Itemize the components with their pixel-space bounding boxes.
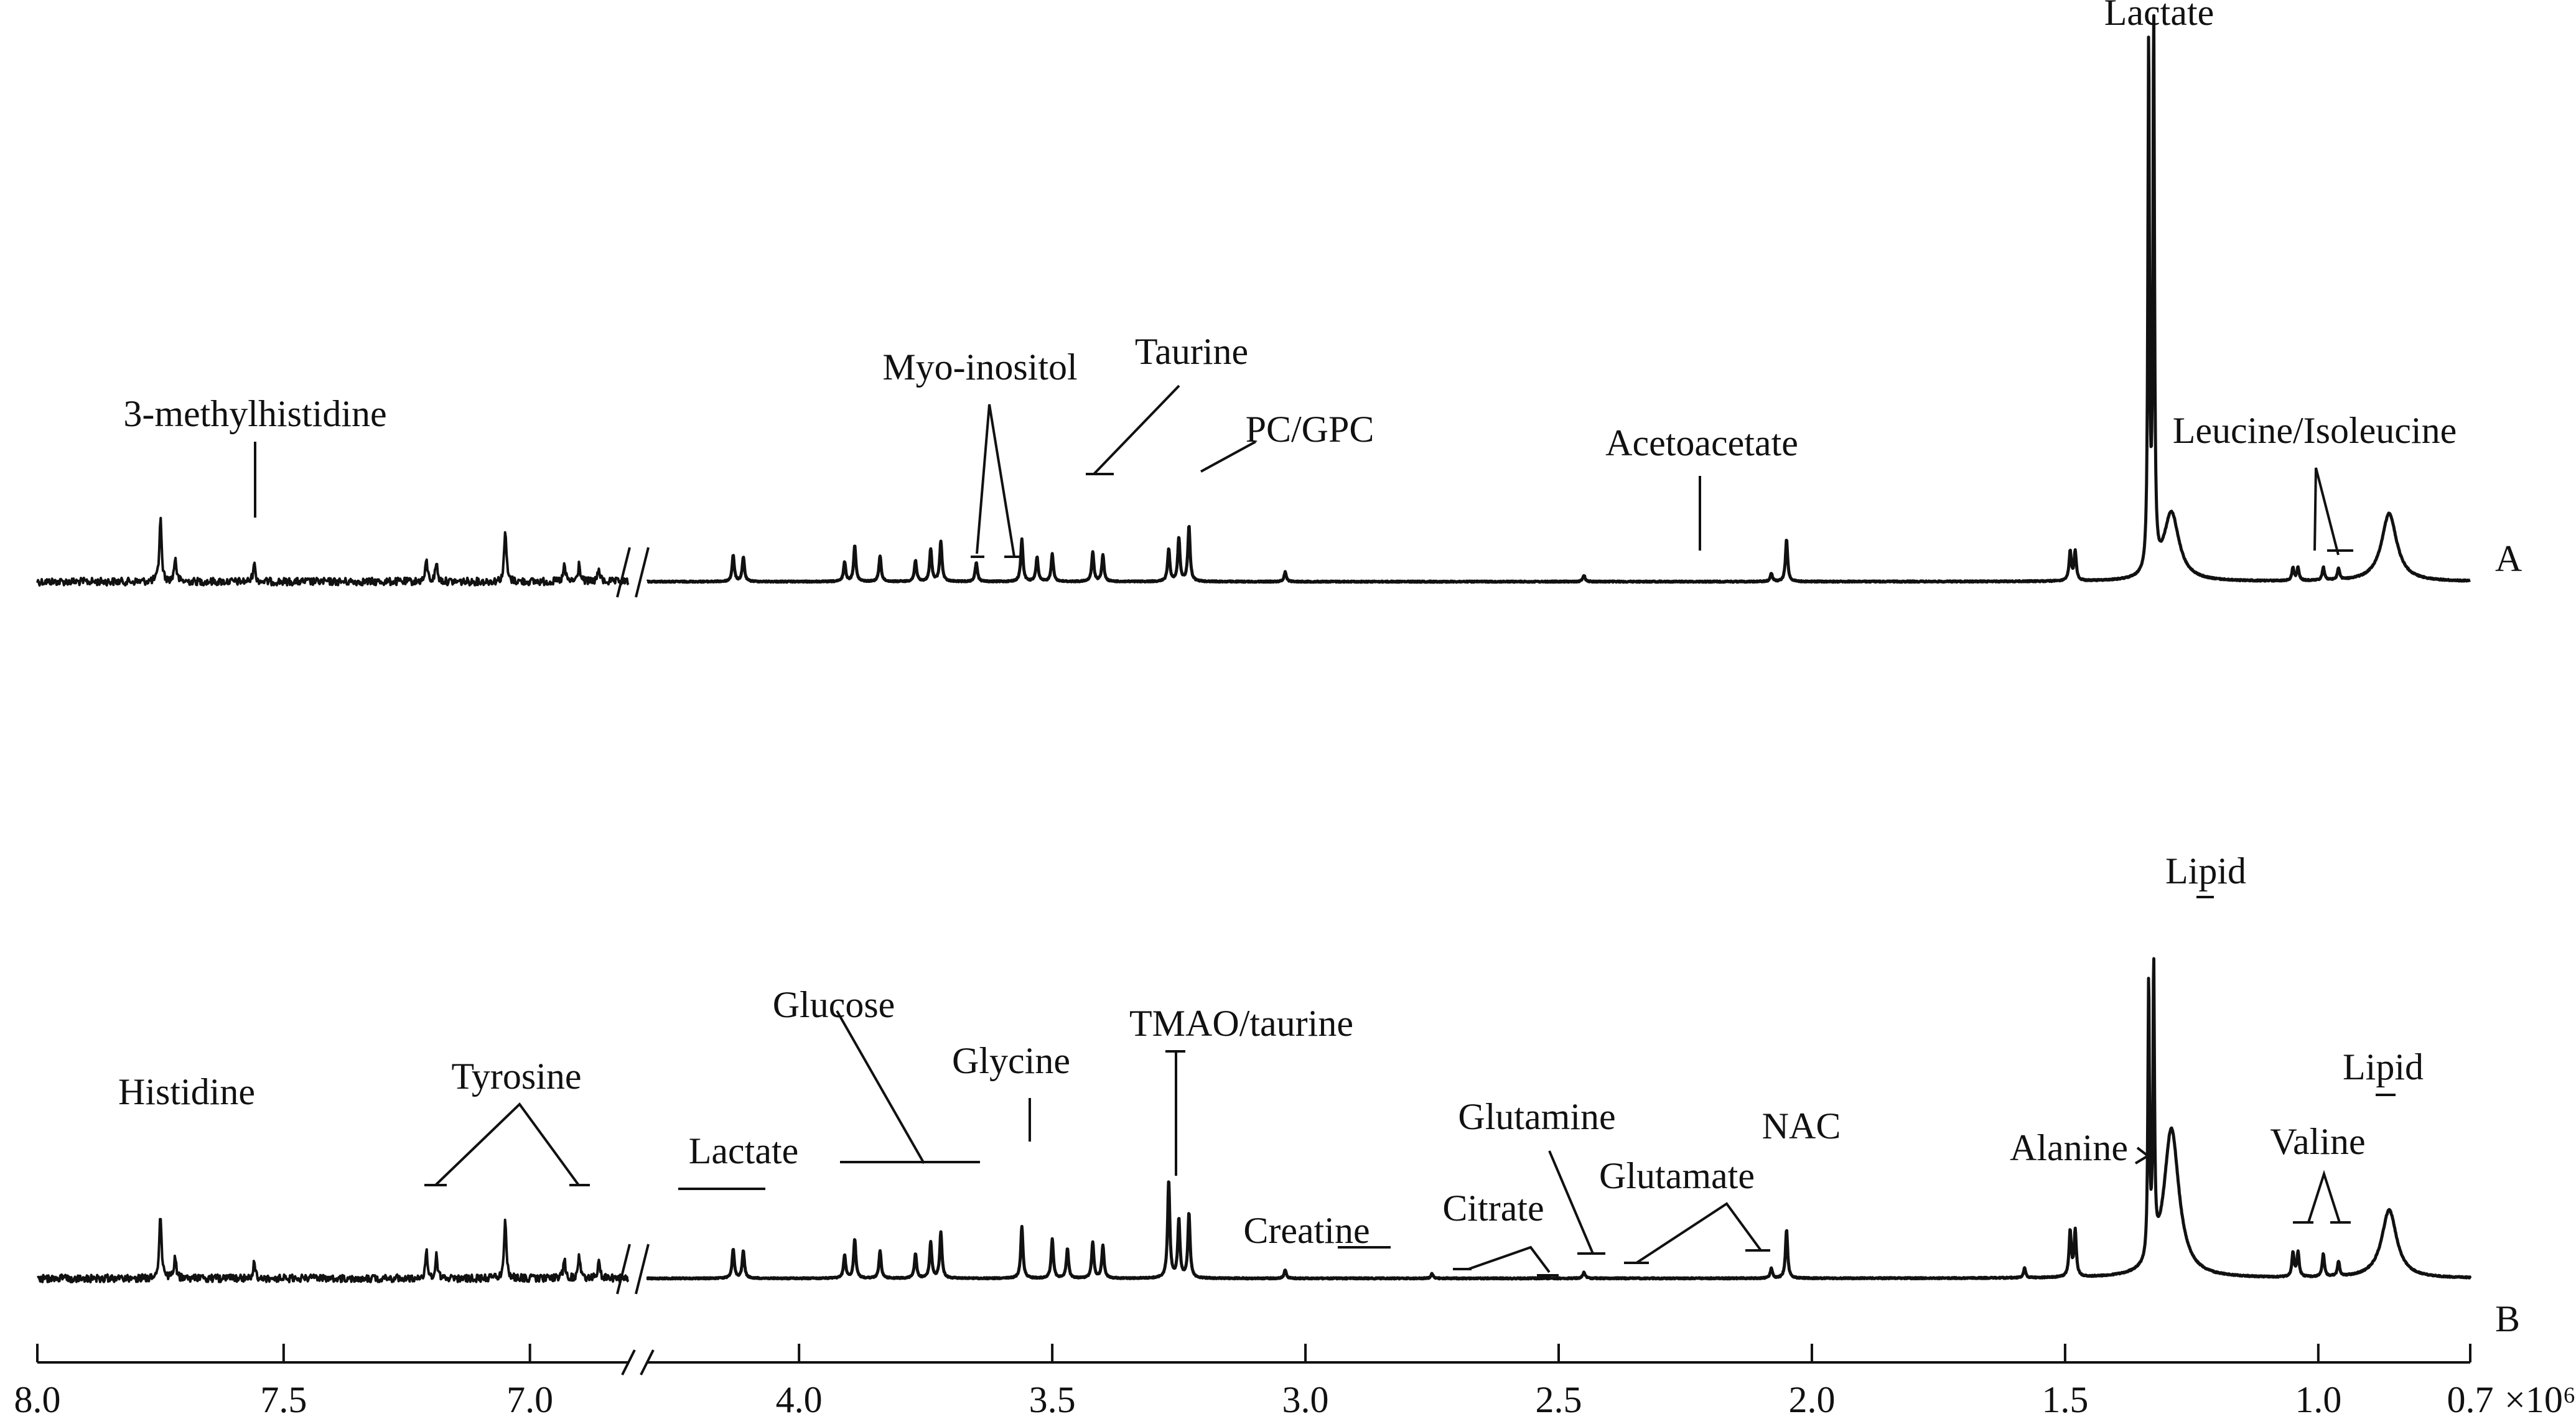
x-axis-unit-label: ×10⁶ (2504, 1379, 2576, 1419)
x-axis-break-2 (640, 1349, 655, 1375)
label-nac: NAC (1762, 1105, 1841, 1147)
trace-label-a: A (2495, 538, 2522, 579)
spectrum-b-aromatic-line (36, 1217, 630, 1283)
x-tick-label: 2.0 (1788, 1379, 1835, 1419)
x-tick-label: 7.0 (506, 1379, 553, 1419)
label-alanine: Alanine (2010, 1127, 2128, 1168)
label-myo-inositol: Myo-inositol (882, 347, 1077, 388)
pointer-alanine (2134, 1147, 2150, 1165)
label-tmao-taurine: TMAO/taurine (1129, 1003, 1353, 1044)
label-taurine: Taurine (1135, 331, 1248, 372)
label-histidine: Histidine (118, 1071, 255, 1112)
label-creatine: Creatine (1243, 1210, 1370, 1251)
series-b (36, 957, 2472, 1283)
label-leucine-isoleucine: Leucine/Isoleucine (2173, 410, 2457, 451)
x-tick-label: 2.5 (1536, 1379, 1582, 1419)
pointer-tyrosine (434, 1102, 580, 1186)
label-lactate-b: Lactate (689, 1130, 799, 1171)
pointer-leucine-isoleucine (2313, 467, 2340, 556)
x-tick-label: 0.7 (2447, 1379, 2494, 1419)
label-valine: Valine (2270, 1121, 2365, 1162)
x-tick-label: 1.0 (2295, 1379, 2341, 1419)
annotation-pointers (254, 384, 2396, 1277)
label-pc-gpc: PC/GPC (1246, 409, 1374, 450)
spectrum-a-aliphatic-line (646, 14, 2471, 584)
break-mark-a-2 (635, 547, 650, 598)
label-lipid-1: Lipid (2165, 850, 2246, 891)
label-glucose: Glucose (773, 984, 895, 1025)
series-a (36, 14, 2471, 587)
x-tick-label: 3.0 (1282, 1379, 1329, 1419)
pointer-myo-inositol (976, 404, 1015, 557)
label-lipid-2: Lipid (2343, 1046, 2424, 1087)
break-mark-b-1 (616, 1244, 631, 1295)
x-axis-break-1 (621, 1349, 636, 1375)
x-tick-label: 4.0 (776, 1379, 823, 1419)
label-glutamine: Glutamine (1458, 1096, 1615, 1137)
pointer-glucose (836, 1010, 925, 1164)
label-3-methylhistidine: 3-methylhistidine (123, 393, 386, 434)
pointer-citrate (1468, 1245, 1551, 1273)
pointer-taurine (1093, 384, 1180, 475)
x-axis-ticks: 8.0 7.5 7.0 4.0 3.5 3.0 2.5 2.0 1.5 1.0 0.7 (14, 1344, 2494, 1419)
x-tick-label: 8.0 (14, 1379, 61, 1419)
label-citrate: Citrate (1442, 1188, 1544, 1229)
pointer-glutamine (1548, 1150, 1594, 1254)
break-mark-b-2 (635, 1244, 650, 1295)
break-mark-a-1 (616, 547, 631, 598)
label-glycine: Glycine (952, 1040, 1070, 1081)
trace-label-b: B (2495, 1298, 2520, 1339)
spectrum-a-aromatic-line (36, 516, 630, 587)
annotations-b: Histidine Tyrosine Lactate Glucose Glyci… (118, 850, 2424, 1251)
pointer-valine (2307, 1170, 2341, 1223)
label-acetoacetate: Acetoacetate (1605, 422, 1798, 463)
label-lactate-a: Lactate (2104, 0, 2214, 33)
label-tyrosine: Tyrosine (451, 1056, 581, 1097)
trace-break-marks (616, 547, 650, 1295)
pointer-glutamate (1635, 1202, 1762, 1264)
annotations-a: 3-methylhistidine Myo-inositol Taurine P… (123, 0, 2457, 463)
label-glutamate: Glutamate (1599, 1155, 1755, 1196)
x-tick-label: 3.5 (1029, 1379, 1076, 1419)
pointer-pc-gpc (1200, 440, 1256, 473)
x-tick-label: 7.5 (260, 1379, 307, 1419)
spectrum-b-aliphatic-line (646, 957, 2472, 1281)
x-axis: 8.0 7.5 7.0 4.0 3.5 3.0 2.5 2.0 1.5 1.0 0.7 ×10⁶ (14, 1344, 2576, 1419)
x-tick-label: 1.5 (2042, 1379, 2088, 1419)
